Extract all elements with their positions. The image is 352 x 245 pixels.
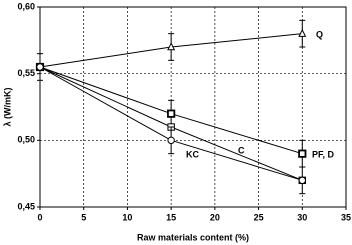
x-tick-label: 20: [210, 212, 220, 222]
series-label: KC: [186, 149, 199, 159]
marker: [167, 136, 175, 145]
marker: [298, 176, 306, 185]
y-tick-label: 0,55: [17, 68, 35, 78]
x-tick-label: 25: [254, 212, 264, 222]
x-tick-label: 5: [81, 212, 86, 222]
marker: [36, 63, 44, 71]
plot-frame: [39, 6, 347, 208]
series-label: C: [238, 145, 245, 155]
series-label: Q: [316, 29, 323, 39]
x-tick-label: 0: [37, 212, 42, 222]
x-axis-label: Raw materials content (%): [137, 232, 249, 242]
x-tick-label: 35: [341, 212, 351, 222]
marker: [167, 109, 176, 118]
marker: [167, 42, 176, 51]
x-tick-label: 30: [297, 212, 307, 222]
x-tick-label: 15: [166, 212, 176, 222]
y-tick-label: 0,50: [17, 135, 35, 145]
marker: [298, 28, 307, 37]
y-tick-label: 0,60: [17, 1, 35, 11]
x-tick-label: 10: [122, 212, 132, 222]
y-axis-label: λ (W/mK): [2, 88, 12, 127]
marker: [298, 149, 307, 158]
y-tick-label: 0,45: [17, 201, 35, 211]
series-label: PF, D: [312, 149, 335, 159]
